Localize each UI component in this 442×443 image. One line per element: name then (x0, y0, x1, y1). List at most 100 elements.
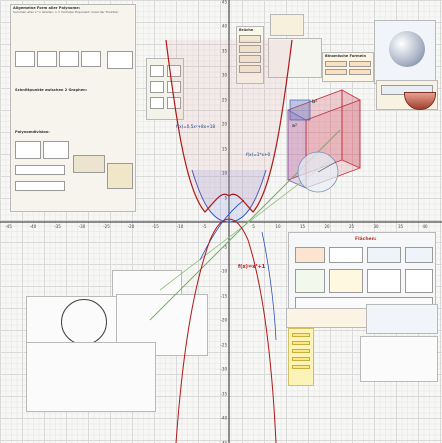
poster-subtitle: Summen aller x^n Glieder; n = höchster E… (13, 10, 119, 14)
y-tick-label: -5 (223, 244, 227, 249)
sphere-figure (389, 31, 425, 67)
y-tick-label: -25 (220, 342, 227, 347)
cube-label-a: a² (292, 124, 298, 129)
formula-box (239, 65, 261, 73)
graph-thumb (81, 51, 101, 67)
y-tick-label: 20 (221, 121, 227, 127)
y-tick-label: 5 (224, 195, 227, 200)
poster-heading: Polynomdivision: (15, 130, 50, 134)
red-polynomial-curve (165, 39, 293, 213)
formula-box (329, 269, 363, 293)
poster-heading: Schnittpunkte zwischen 2 Graphen: (15, 88, 88, 92)
graph-thumb (15, 51, 35, 67)
graph-thumb (37, 51, 57, 67)
poster-small-a (270, 14, 304, 36)
poster-graph-types (146, 58, 184, 120)
poster-right-lower (366, 304, 438, 334)
formula-box (239, 35, 261, 43)
y-tick-label: 10 (221, 170, 227, 176)
poster-bottom-left (26, 342, 156, 412)
x-tick-label: -30 (78, 224, 86, 229)
graph-thumb (150, 81, 164, 93)
x-tick-label: 40 (422, 224, 428, 229)
graph-thumb (107, 51, 133, 69)
x-tick-label: 30 (373, 224, 379, 229)
y-tick-label: -10 (220, 268, 227, 274)
y-tick-label: -20 (220, 317, 227, 323)
graph-thumb (150, 97, 164, 109)
y-tick-label: -15 (220, 293, 227, 298)
formula-box (107, 163, 133, 189)
formula-box (295, 247, 325, 263)
poster-title: Flächen: (355, 237, 377, 242)
formula-box (15, 141, 41, 159)
formula-box (15, 181, 65, 191)
formula-box (329, 247, 363, 263)
y-tick-label: 45 (221, 0, 227, 4)
formula-box (43, 141, 69, 159)
formula-box (292, 333, 310, 337)
formula-box (292, 357, 310, 361)
formula-box (349, 61, 371, 67)
formula-box (367, 247, 401, 263)
poster-polynomials: Allgemeine Form aller Polynome: Summen a… (10, 4, 136, 212)
poster-title: Binomische Formeln (325, 54, 367, 58)
x-tick-label: -5 (202, 224, 207, 229)
graph-thumb (59, 51, 79, 67)
x-tick-label: -10 (176, 224, 184, 229)
poster-brueche: Brüche (236, 26, 264, 84)
formula-box (325, 69, 347, 75)
y-tick-label: 30 (221, 72, 227, 78)
formula-box (239, 45, 261, 53)
blue-tangent-curve (261, 231, 277, 341)
x-tick-label: -25 (103, 224, 110, 229)
x-tick-label: -35 (54, 224, 61, 229)
function-label-lower: f(x)=x³+1 (238, 264, 266, 270)
y-tick-label: 35 (221, 48, 227, 53)
formula-box (405, 247, 433, 263)
x-tick-label: 25 (348, 224, 355, 229)
poster-small-b (268, 38, 322, 78)
poster-yellow-notes (288, 328, 314, 386)
poster-3d-geometry (374, 20, 436, 84)
poster-title: Allgemeine Form aller Polynome: (13, 6, 81, 10)
formula-box (292, 341, 310, 345)
formula-box (73, 155, 105, 173)
y-tick-label: -35 (220, 391, 227, 396)
formula-box (295, 269, 325, 293)
graph-thumb (150, 65, 164, 77)
formula-box (239, 55, 261, 63)
y-tick-label: -45 (220, 440, 227, 443)
x-tick-label: 35 (397, 224, 404, 229)
poster-title: Brüche (239, 28, 254, 32)
x-tick-label: -15 (152, 224, 159, 229)
graph-thumb (167, 81, 181, 93)
formula-box (405, 269, 433, 293)
formula-box (292, 365, 310, 369)
x-tick-label: -45 (5, 224, 12, 229)
function-label-right: f(x)=1*x+0 (246, 152, 271, 157)
cube-label-b: b² (312, 100, 318, 105)
x-tick-label: 5 (252, 224, 255, 229)
blue-curve-2 (199, 199, 245, 261)
poster-binomische-formeln: Binomische Formeln (322, 52, 374, 82)
y-tick-label: 40 (221, 23, 227, 29)
y-tick-label: 25 (221, 97, 227, 102)
x-tick-label: 15 (299, 224, 306, 229)
x-tick-label: 10 (275, 224, 281, 229)
poster-table (360, 336, 438, 382)
x-tick-label: 20 (324, 224, 330, 229)
y-tick-label: -30 (220, 366, 227, 372)
formula-box (367, 269, 401, 293)
y-tick-label: -40 (220, 415, 227, 421)
function-label-upper: f(x)=0,5x²+8x+18 (176, 124, 216, 129)
formula-box (325, 61, 347, 67)
red-cubic-curve (175, 218, 277, 443)
x-tick-label: -40 (29, 224, 37, 229)
x-tick-label: -20 (127, 224, 135, 229)
formula-box (15, 165, 65, 175)
formula-box (349, 69, 371, 75)
formula-box (292, 349, 310, 353)
